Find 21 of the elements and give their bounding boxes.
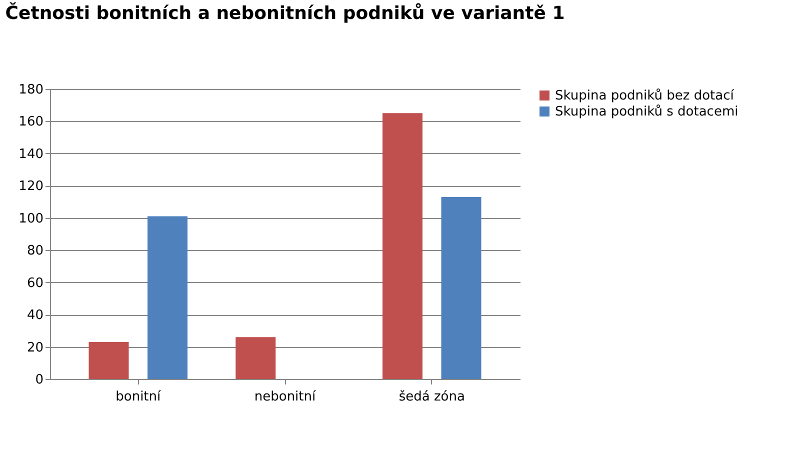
bar: [88, 342, 129, 379]
x-tick-label: bonitní: [116, 390, 162, 404]
bar: [441, 196, 482, 379]
y-tick-label: 60: [26, 276, 44, 291]
bar: [236, 337, 276, 379]
y-tick-label: 80: [26, 244, 44, 259]
x-tick-label: nebonitní: [254, 390, 316, 404]
bar: [148, 216, 188, 379]
chart-title: Četnosti bonitních a nebonitních podniků ve variantě 1: [5, 2, 565, 24]
bar: [382, 113, 422, 379]
y-tick-label: 160: [18, 114, 44, 130]
y-tick-label: 120: [18, 179, 44, 194]
y-tick-label: 20: [26, 340, 44, 356]
y-tick-label: 100: [18, 211, 44, 226]
y-tick-label: 40: [26, 308, 44, 324]
y-tick-label: 0: [35, 372, 44, 388]
legend-label: Skupina podniků bez dotací: [555, 88, 734, 104]
x-tick-label: šedá zóna: [398, 390, 465, 404]
y-tick-label: 140: [18, 146, 44, 162]
legend-label: Skupina podniků s dotacemi: [555, 104, 738, 120]
y-tick-label: 180: [18, 82, 44, 98]
